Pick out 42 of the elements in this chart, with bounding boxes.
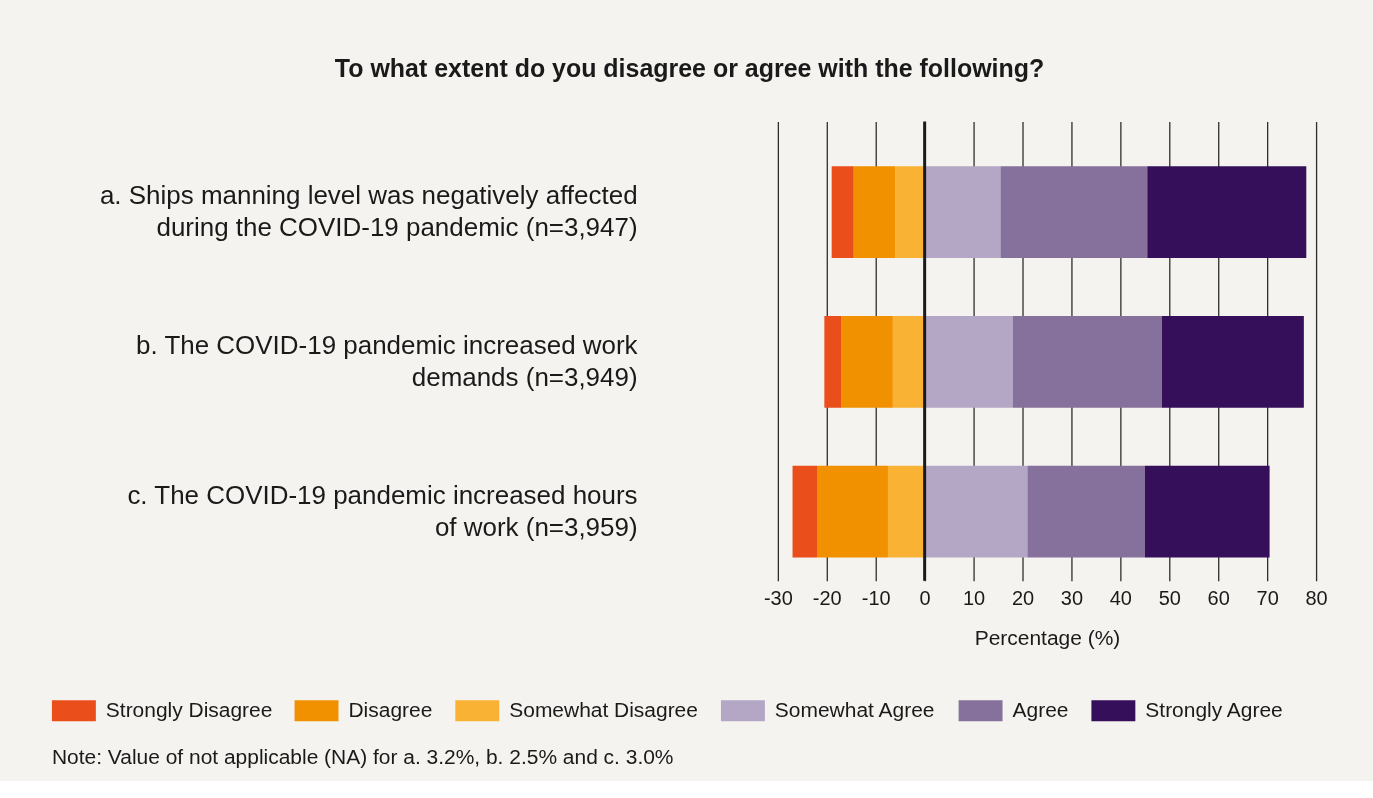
bar (831, 166, 854, 259)
legend-label: Strongly Disagree (105, 697, 273, 721)
x-tick-label: 10 (962, 587, 986, 610)
text: Note: Value of not applicable (NA) for a. 3.2%, b. 2.5% and c. 3.0% (51, 745, 674, 769)
bar (824, 316, 842, 408)
bar (1000, 166, 1148, 259)
bar (792, 465, 818, 558)
chart-title: To what extent do you disagree or agree with the following? (334, 53, 1045, 82)
bar (1012, 316, 1162, 408)
x-tick-label: 80 (1305, 587, 1328, 610)
bar (853, 166, 896, 259)
legend-label: Agree (1012, 697, 1069, 721)
bar (924, 316, 1013, 408)
bar (887, 465, 925, 558)
x-tick-label: 50 (1158, 587, 1181, 610)
x-axis-title: Percentage (%) (974, 626, 1121, 650)
y-tick-label: a. Ships manning level was negatively affected during the COVID-19 pandemic (n=3,947) (99, 180, 638, 243)
bar (1147, 166, 1307, 259)
x-tick-label: -20 (812, 587, 842, 610)
bar (924, 166, 1001, 259)
x-tick-label: -10 (861, 587, 891, 610)
x-tick-label: 30 (1060, 587, 1084, 610)
x-tick-label: 60 (1207, 587, 1230, 610)
bar (895, 166, 925, 259)
bar (892, 316, 925, 408)
y-tick-label: b. The COVID-19 pandemic increased work demands (n=3,949) (136, 329, 639, 392)
bar (924, 465, 1028, 558)
bar (1027, 465, 1145, 558)
x-tick-label: 70 (1256, 587, 1279, 610)
bar (1161, 316, 1304, 408)
x-tick-label: -30 (763, 587, 793, 610)
legend-label: Strongly Agree (1145, 697, 1283, 721)
legend-label: Disagree (348, 697, 433, 721)
x-tick-label: 40 (1109, 587, 1132, 610)
legend-label: Somewhat Agree (774, 697, 935, 721)
x-tick-label: 0 (919, 587, 931, 610)
x-tick-label: 20 (1011, 587, 1035, 610)
bar (817, 465, 888, 558)
bar (1144, 465, 1270, 558)
bar (841, 316, 893, 408)
y-tick-label: c. The COVID-19 pandemic increased hours of work (n=3,959) (127, 479, 638, 542)
legend-label: Somewhat Disagree (509, 697, 698, 721)
